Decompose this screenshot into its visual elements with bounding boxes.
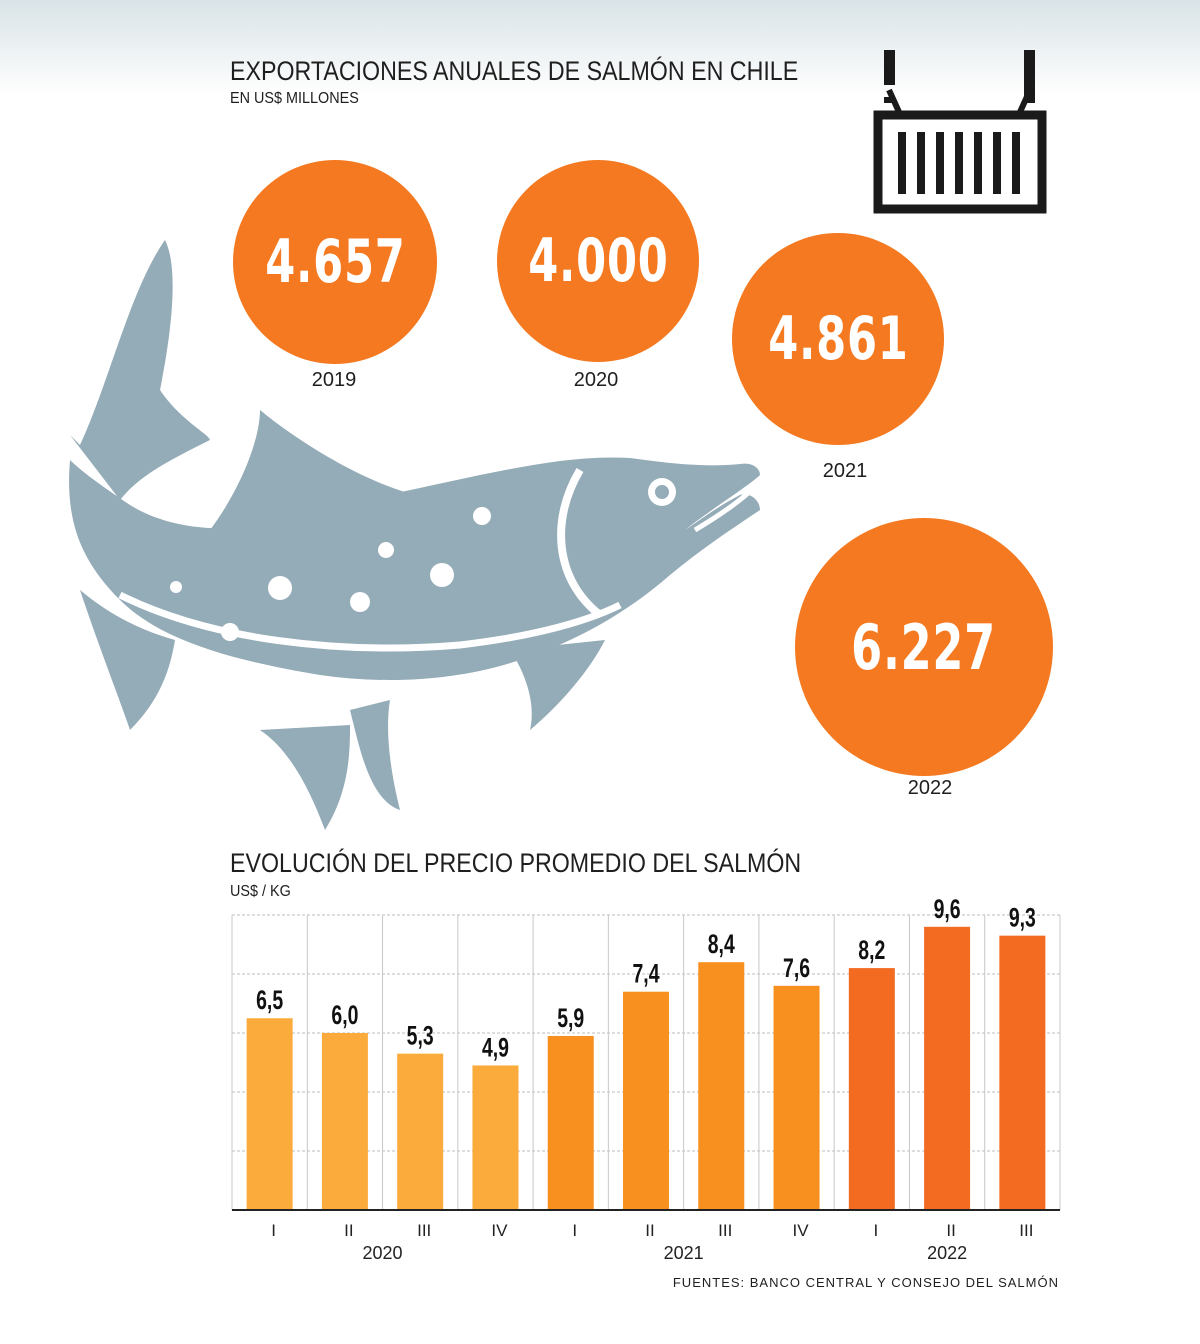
bar-value-label: 9,6 [934,894,961,924]
x-tick-label: IV [793,1221,810,1240]
bar [623,991,669,1210]
bar [397,1053,444,1210]
bar-value-label: 6,5 [256,985,283,1015]
x-tick-label: I [271,1221,276,1240]
x-group-label: 2021 [664,1243,704,1263]
shipping-container-icon [873,50,1047,214]
bar [773,985,820,1210]
exports-bubble-2020: 4.000 [497,160,699,362]
exports-value-2022: 6.227 [851,610,997,684]
bar-value-label: 8,4 [708,929,735,959]
exports-year-2019: 2019 [311,369,357,391]
exports-title: EXPORTACIONES ANUALES DE SALMÓN EN CHILE [230,56,799,86]
price-title: EVOLUCIÓN DEL PRECIO PROMEDIO DEL SALMÓN [230,848,802,878]
bar [472,1065,519,1210]
exports-value-2019: 4.657 [264,227,406,297]
price-unit: US$ / KG [230,883,291,900]
exports-bubble-2019: 4.657 [233,160,437,364]
exports-year-2020: 2020 [573,369,619,391]
bar-value-label: 7,4 [632,959,659,989]
bar [924,926,971,1210]
bar-value-label: 4,9 [482,1032,509,1062]
x-group-label: 2022 [927,1243,967,1263]
bar [246,1018,293,1210]
exports-value-2021: 4.861 [767,304,909,374]
bar [848,968,895,1210]
bar [321,1033,368,1210]
exports-value-2020: 4.000 [527,226,669,296]
bar [999,935,1046,1210]
exports-unit: EN US$ MILLONES [230,90,359,107]
exports-bubble-2022: 6.227 [795,518,1053,776]
x-tick-label: I [572,1221,577,1240]
bar [698,962,745,1210]
bar-value-label: 7,6 [783,953,810,983]
exports-year-2022: 2022 [907,777,953,799]
bar-value-label: 6,0 [331,1000,358,1030]
bar-value-label: 9,3 [1009,903,1036,933]
header-band [0,0,1200,95]
salmon-icon [69,240,763,830]
x-tick-label: II [645,1221,654,1240]
x-tick-label: I [873,1221,878,1240]
bar [547,1035,594,1210]
x-tick-label: III [417,1221,431,1240]
x-tick-label: III [1019,1221,1033,1240]
source-note: FUENTES: BANCO CENTRAL Y CONSEJO DEL SAL… [672,1275,1059,1290]
bar-value-label: 5,9 [557,1003,584,1033]
bar-value-label: 5,3 [407,1021,434,1051]
x-tick-label: II [344,1221,353,1240]
x-group-label: 2020 [363,1243,403,1263]
x-tick-label: IV [491,1221,508,1240]
bar-value-label: 8,2 [858,935,885,965]
x-tick-label: III [718,1221,732,1240]
exports-year-2021: 2021 [822,460,868,482]
exports-bubble-2021: 4.861 [732,233,944,445]
x-tick-label: II [946,1221,955,1240]
